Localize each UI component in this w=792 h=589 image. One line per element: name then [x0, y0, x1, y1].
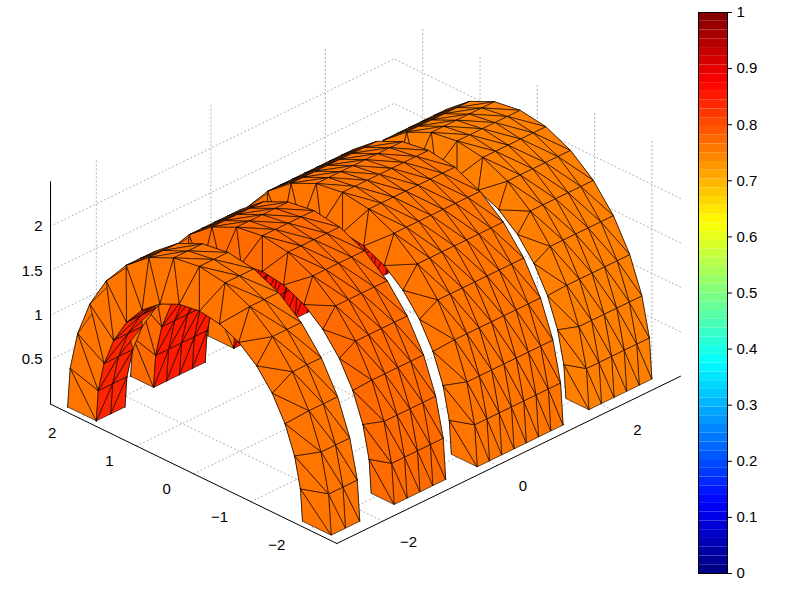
svg-text:0: 0 [162, 480, 170, 497]
svg-text:0.1: 0.1 [737, 508, 758, 525]
svg-text:0.5: 0.5 [737, 284, 758, 301]
svg-text:0.2: 0.2 [737, 452, 758, 469]
svg-text:0.6: 0.6 [737, 228, 758, 245]
svg-text:0.3: 0.3 [737, 396, 758, 413]
svg-text:1: 1 [737, 3, 745, 20]
svg-text:−2: −2 [268, 536, 285, 553]
svg-text:2: 2 [34, 217, 42, 234]
svg-text:2: 2 [48, 424, 56, 441]
svg-text:−2: −2 [400, 533, 417, 550]
svg-text:0.4: 0.4 [737, 340, 758, 357]
svg-text:0.7: 0.7 [737, 172, 758, 189]
svg-text:1: 1 [105, 452, 113, 469]
svg-text:0.8: 0.8 [737, 116, 758, 133]
svg-text:0.9: 0.9 [737, 59, 758, 76]
svg-text:−1: −1 [211, 508, 228, 525]
svg-text:1: 1 [34, 306, 42, 323]
svg-text:0: 0 [737, 564, 745, 581]
svg-text:1.5: 1.5 [22, 261, 43, 278]
svg-text:0: 0 [519, 477, 527, 494]
svg-text:2: 2 [633, 421, 641, 438]
svg-text:0.5: 0.5 [22, 350, 43, 367]
